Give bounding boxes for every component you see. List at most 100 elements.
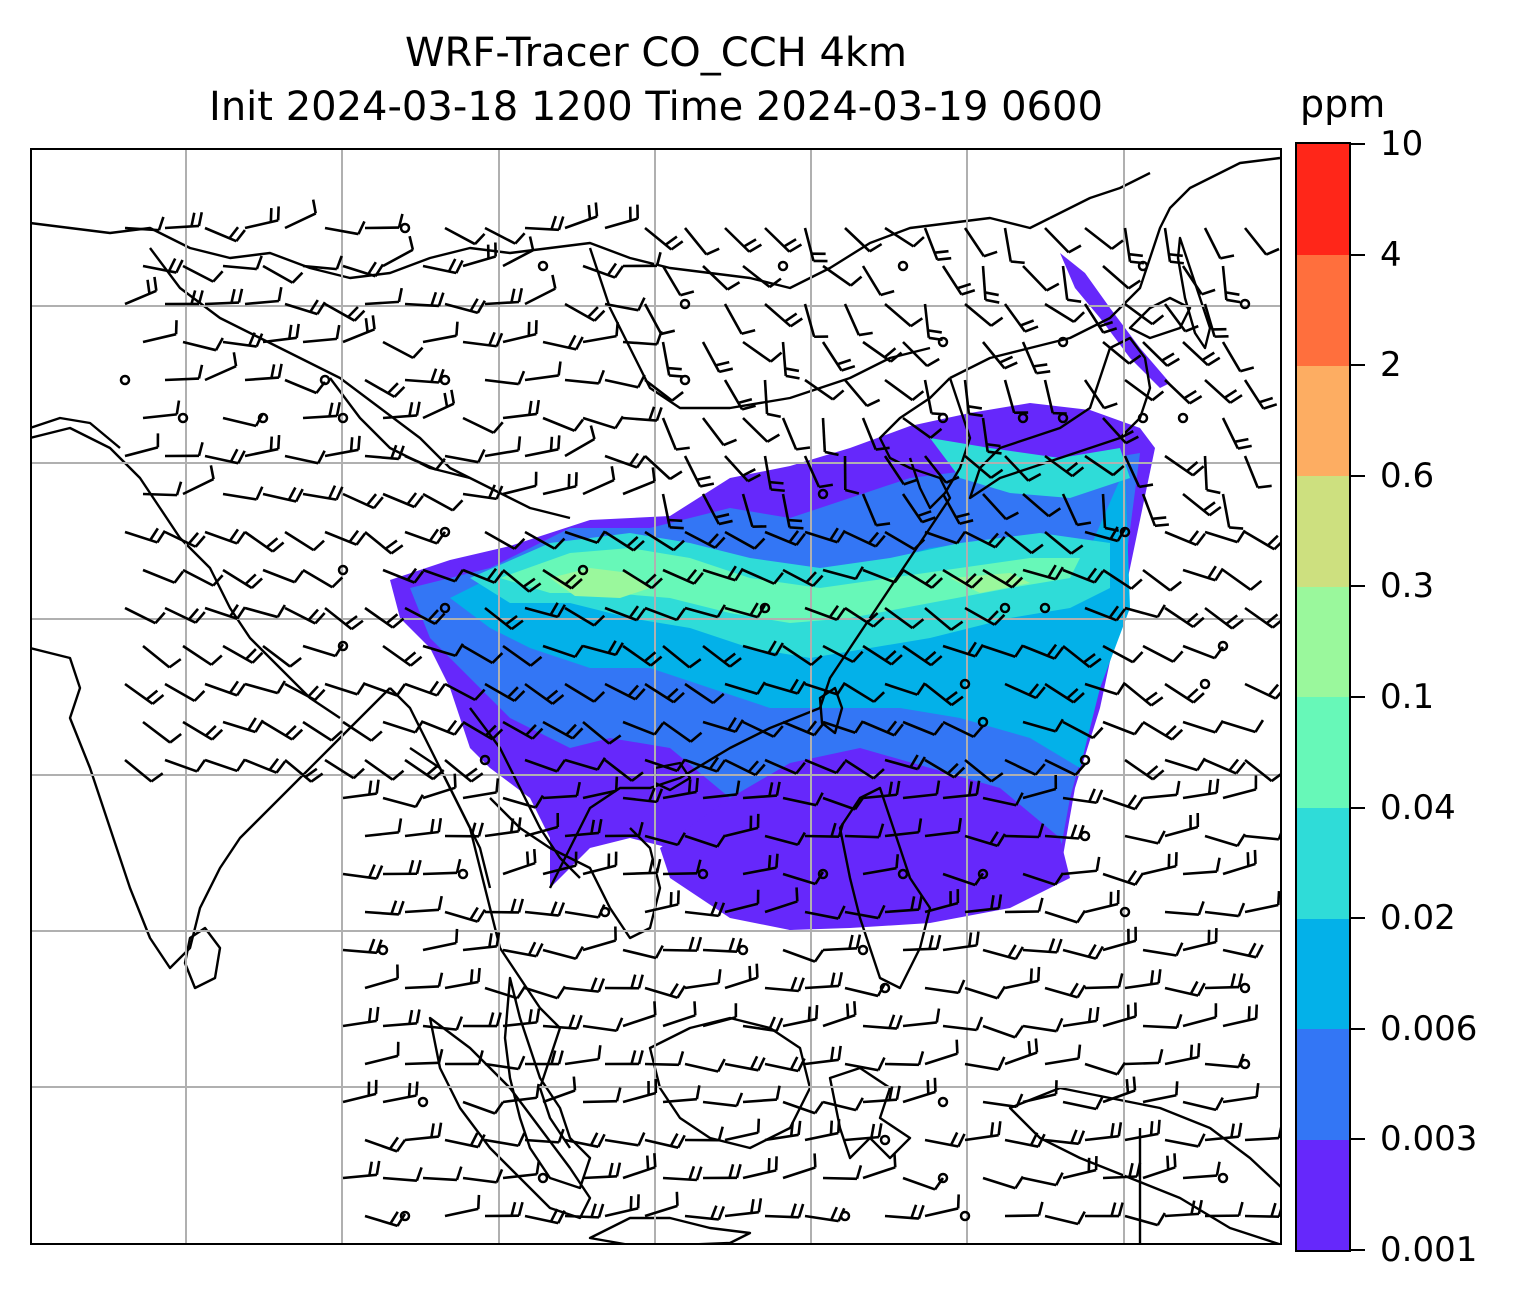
wind-barb (862, 1014, 903, 1030)
wind-barb (822, 264, 863, 287)
wind-barb (1004, 897, 1044, 914)
wind-barb (822, 644, 864, 664)
wind-barb (502, 1008, 541, 1028)
wind-barb (942, 720, 984, 738)
wind-barb (604, 452, 647, 469)
wind-barb (1163, 303, 1199, 333)
wind-barb (342, 1079, 378, 1104)
wind-barb (484, 898, 525, 914)
wind-barb (404, 291, 445, 308)
wind-barb (982, 944, 1024, 961)
wind-barb (604, 1132, 646, 1147)
wind-barb (564, 302, 606, 322)
wind-barb (1022, 1172, 1064, 1187)
wind-barb (1182, 857, 1221, 876)
wind-barb (1142, 942, 1184, 957)
wind-barb (844, 983, 886, 998)
wind-barb (844, 530, 886, 548)
wind-barb (164, 606, 206, 624)
wind-barb (284, 299, 327, 316)
wind-barb (781, 341, 800, 380)
wind-barb (1124, 682, 1164, 707)
wind-barb (942, 780, 981, 800)
wind-barb (724, 681, 767, 696)
wind-barb (564, 682, 606, 703)
wind-barb (1124, 1048, 1164, 1066)
wind-barb (982, 1024, 1025, 1039)
wind-barb (524, 435, 561, 458)
wind-barb (1222, 849, 1257, 876)
wind-barb (462, 720, 504, 741)
wind-barb (604, 530, 645, 552)
wind-barb (502, 399, 541, 420)
wind-barb (284, 199, 317, 230)
wind-barb (1022, 872, 1065, 886)
wind-barb (142, 257, 184, 274)
wind-barb (337, 412, 349, 424)
wind-barb (804, 822, 845, 839)
wind-barb (622, 406, 663, 422)
wind-barb (777, 260, 789, 272)
wind-barb (1164, 379, 1203, 405)
wind-barb (1102, 926, 1138, 952)
colorbar-tick (1351, 143, 1365, 145)
wind-barb (1102, 794, 1145, 811)
wind-barb (782, 1100, 825, 1115)
wind-barb (524, 361, 562, 382)
wind-barb (822, 1164, 863, 1181)
wind-barb (404, 368, 445, 384)
wind-barb (1062, 943, 1104, 960)
wind-barb (742, 1016, 784, 1033)
wind-barb (364, 1041, 400, 1066)
wind-barb (803, 303, 829, 339)
wind-barb (182, 264, 224, 283)
wind-barb (364, 1211, 407, 1228)
coastline-taiwan (818, 686, 844, 735)
coastline-sakhalin (1176, 236, 1212, 350)
wind-barb (404, 817, 443, 838)
wind-barb (822, 796, 865, 811)
wind-barb (923, 455, 960, 484)
wind-barb (382, 235, 415, 268)
wind-barb (679, 298, 691, 310)
wind-barb (937, 1172, 949, 1184)
wind-barb (204, 758, 247, 773)
wind-barb (502, 720, 544, 740)
wind-barb (342, 779, 380, 800)
wind-barb (879, 982, 891, 994)
wind-barb (937, 412, 949, 424)
wind-barb (1102, 1002, 1137, 1028)
wind-barb (564, 1045, 602, 1066)
wind-barb (1181, 265, 1216, 296)
wind-barb (244, 435, 281, 458)
wind-barb (337, 564, 349, 576)
wind-barb (884, 895, 923, 914)
wind-barb (662, 644, 702, 669)
wind-barb (764, 831, 806, 846)
wind-barb (1244, 606, 1282, 629)
wind-barb (1221, 265, 1241, 304)
wind-barb (444, 448, 486, 464)
wind-barb (884, 530, 926, 551)
wind-barb (804, 905, 846, 920)
wind-barb (124, 276, 158, 306)
wind-barb (742, 1156, 778, 1180)
wind-barb (1044, 530, 1084, 555)
wind-barb (1142, 644, 1184, 663)
coastline-china-east (818, 377, 952, 709)
wind-barb (884, 1204, 925, 1220)
wind-barb (1079, 754, 1091, 766)
coastline-malaya (503, 976, 592, 1190)
wind-barb (661, 417, 690, 451)
wind-barb (324, 529, 366, 546)
wind-barb (902, 568, 944, 589)
wind-barb (284, 606, 326, 625)
wind-barb (1022, 493, 1062, 518)
wind-barb (604, 605, 647, 622)
wind-barb (444, 822, 484, 838)
wind-barb (724, 530, 766, 550)
wind-barb (644, 758, 687, 773)
wind-barb (1004, 823, 1045, 839)
wind-barb (764, 1120, 802, 1142)
wind-barb (724, 813, 760, 838)
